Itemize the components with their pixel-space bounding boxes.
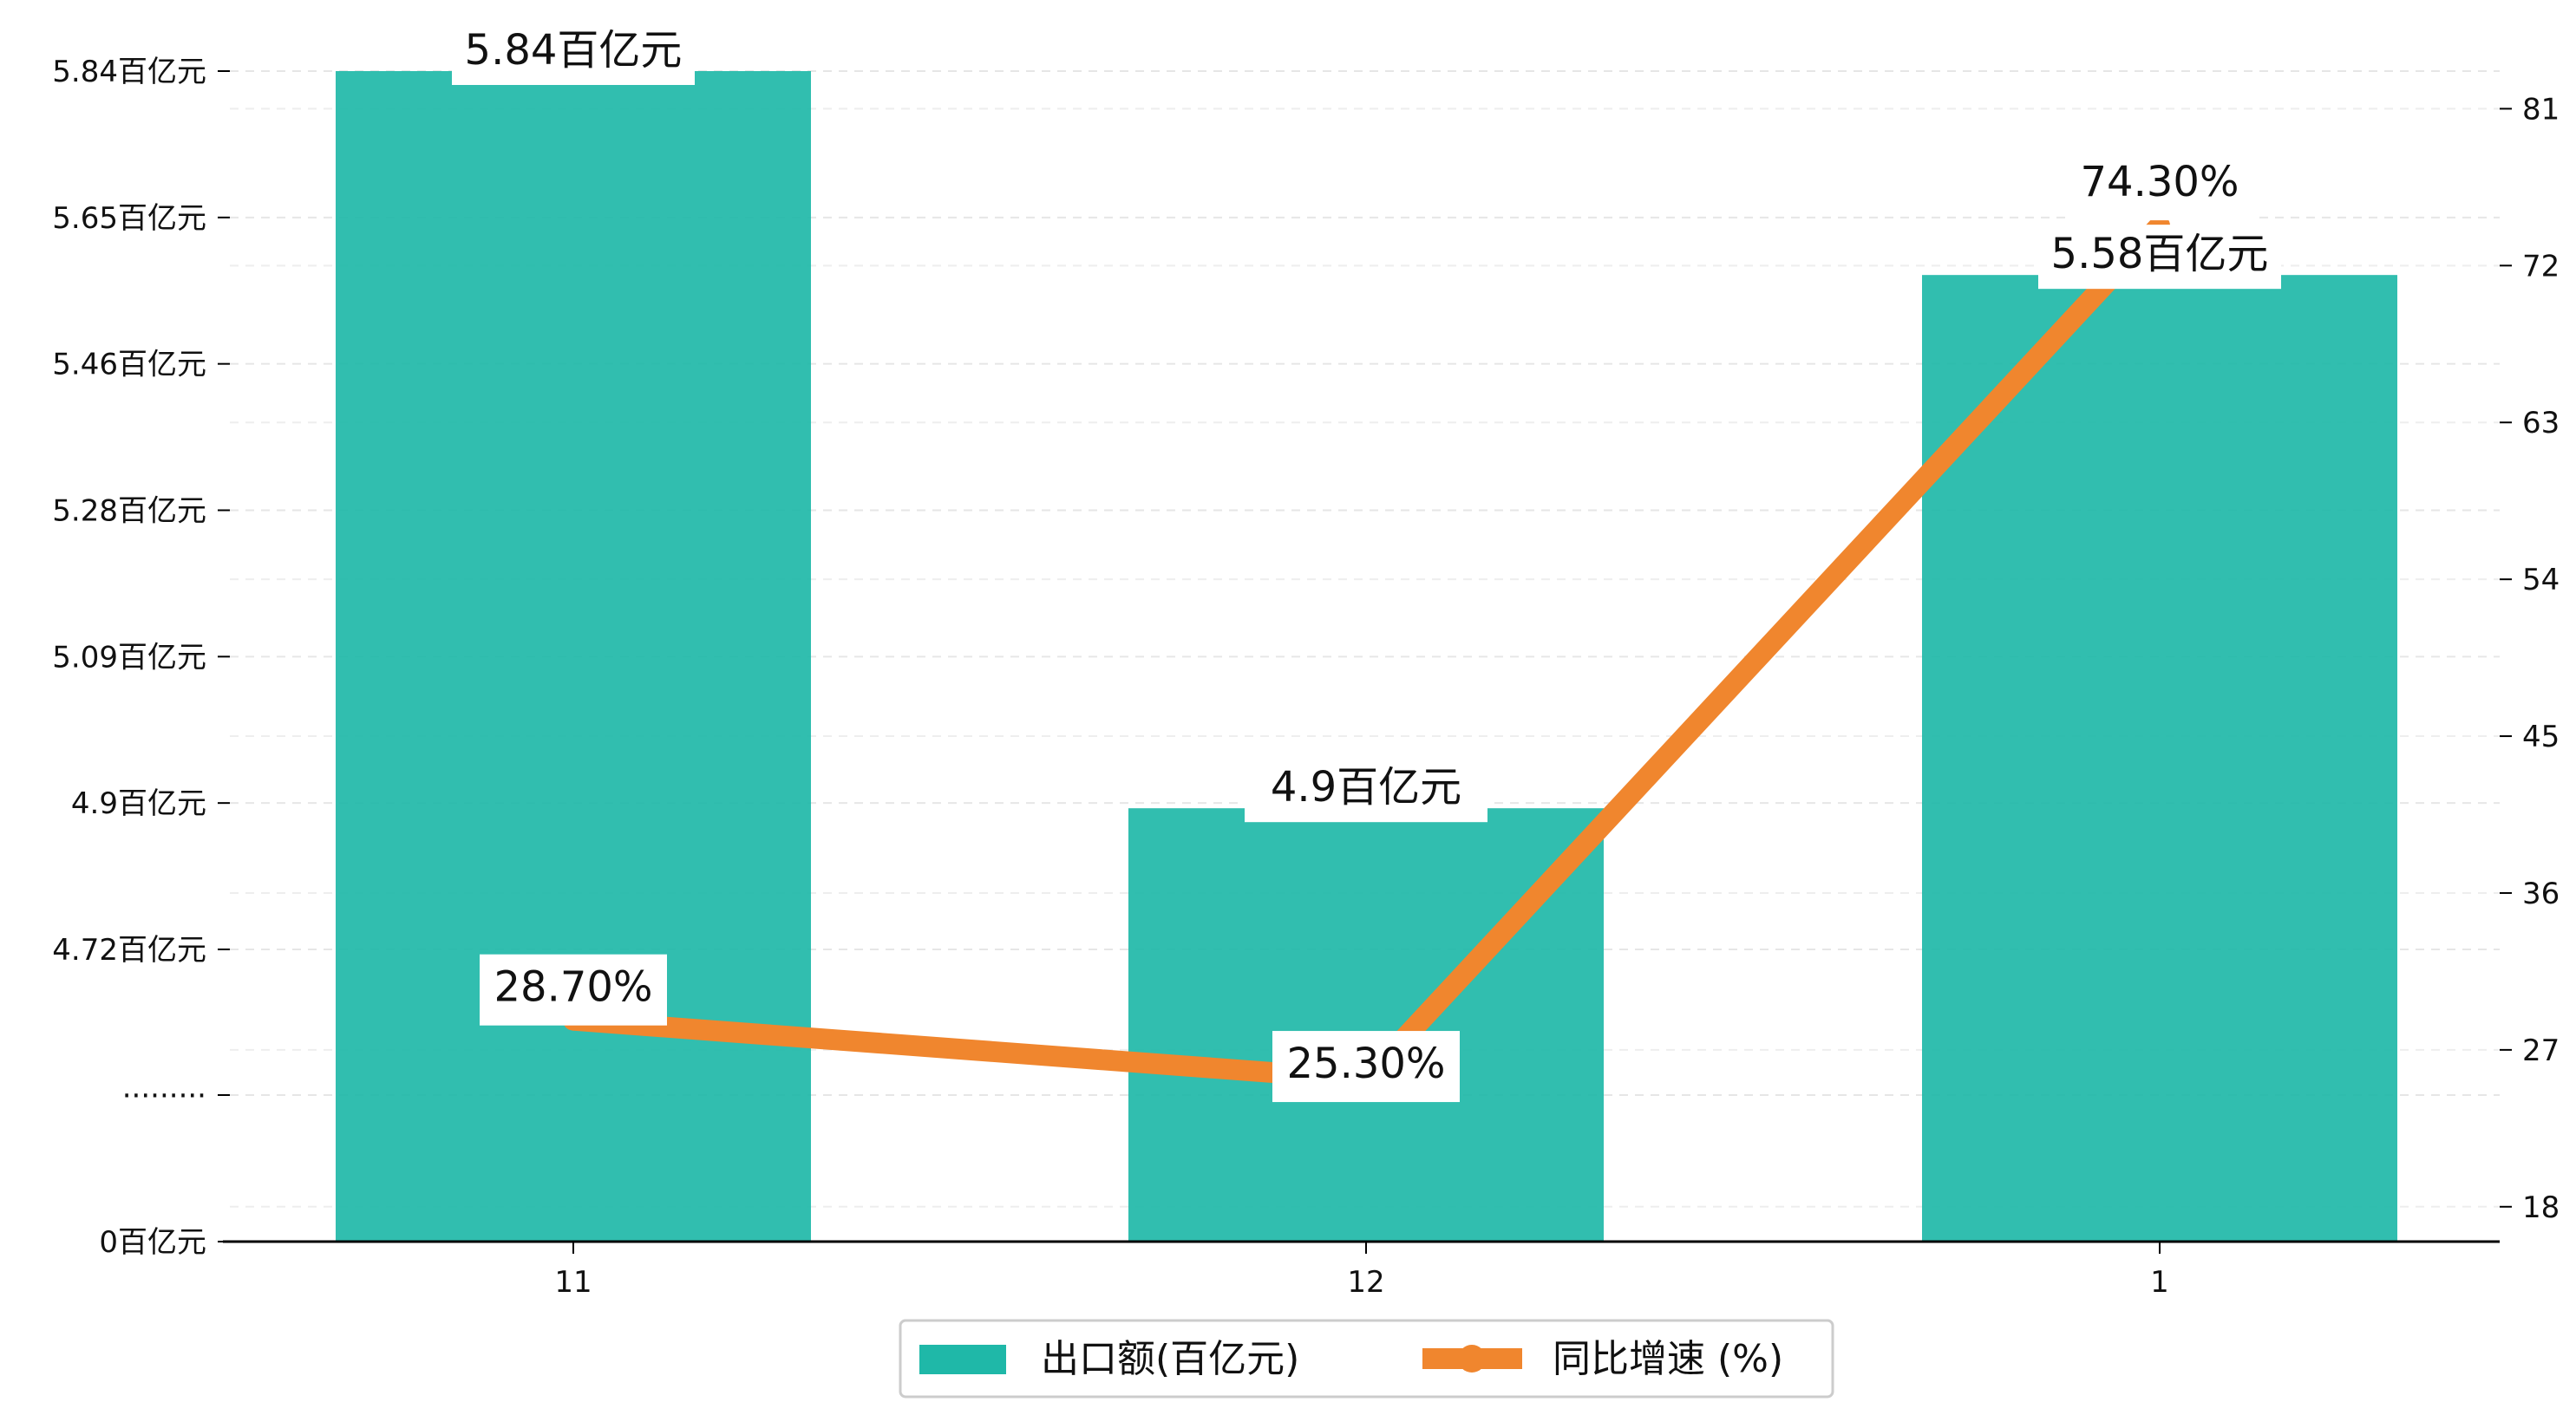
data-labels: 5.84百亿元 4.9百亿元 5.58百亿元 28.70% 25.30% 74.30% [452, 21, 2281, 1103]
bar-label-box [1245, 758, 1487, 823]
bar-11 [336, 71, 811, 1242]
bar-1 [1922, 275, 2397, 1242]
right-tick-label: 27 [2522, 1034, 2560, 1068]
line-value-label: 28.70% [494, 963, 652, 1012]
left-tick-label: ········· [122, 1079, 206, 1113]
line-label-box [2066, 149, 2253, 221]
left-tick-label: 4.72百亿元 [52, 933, 206, 968]
legend-swatch-bar [919, 1345, 1006, 1374]
right-tick-label: 63 [2522, 406, 2560, 440]
line-value-label: 25.30% [1286, 1040, 1445, 1088]
right-tick-label: 36 [2522, 877, 2560, 911]
bar-series [336, 71, 2397, 1242]
left-tick-label: 5.84百亿元 [52, 55, 206, 89]
bar-label-box [2038, 225, 2281, 290]
bar-label-box [452, 21, 695, 85]
line-value-label: 74.30% [2080, 158, 2239, 206]
line-label-box [480, 954, 667, 1026]
line-label-box [1272, 1031, 1460, 1103]
left-tick-label: 0百亿元 [99, 1225, 206, 1260]
left-tick-label: 4.9百亿元 [71, 786, 206, 821]
bar-value-label: 5.58百亿元 [2051, 230, 2269, 278]
x-tick-label: 11 [554, 1265, 592, 1300]
right-tick-label: 18 [2522, 1190, 2560, 1225]
right-tick-label: 81 [2522, 92, 2560, 127]
legend-swatch-marker [1458, 1345, 1486, 1373]
left-tick-label: 5.09百亿元 [52, 640, 206, 675]
x-tick-label: 12 [1347, 1265, 1384, 1300]
left-tick-label: 5.28百亿元 [52, 494, 206, 529]
bar-value-label: 5.84百亿元 [465, 26, 683, 75]
legend-label-line: 同比增速 (%) [1553, 1337, 1783, 1381]
legend-label-bar: 出口额(百亿元) [1041, 1337, 1299, 1381]
x-tick-label: 1 [2150, 1265, 2169, 1300]
bar-12 [1128, 808, 1604, 1242]
legend-frame [899, 1319, 1834, 1399]
legend: 出口额(百亿元) 同比增速 (%) [899, 1319, 1834, 1399]
bar-value-label: 4.9百亿元 [1271, 763, 1461, 812]
right-tick-label: 54 [2522, 563, 2560, 597]
right-tick-label: 45 [2522, 720, 2560, 754]
left-tick-label: 5.46百亿元 [52, 348, 206, 382]
right-tick-label: 72 [2522, 249, 2560, 284]
axes: 0百亿元 ········· 4.72百亿元 4.9百亿元 5.09百亿元 5.28百亿元… [52, 55, 2560, 1300]
left-tick-label: 5.65百亿元 [52, 201, 206, 236]
